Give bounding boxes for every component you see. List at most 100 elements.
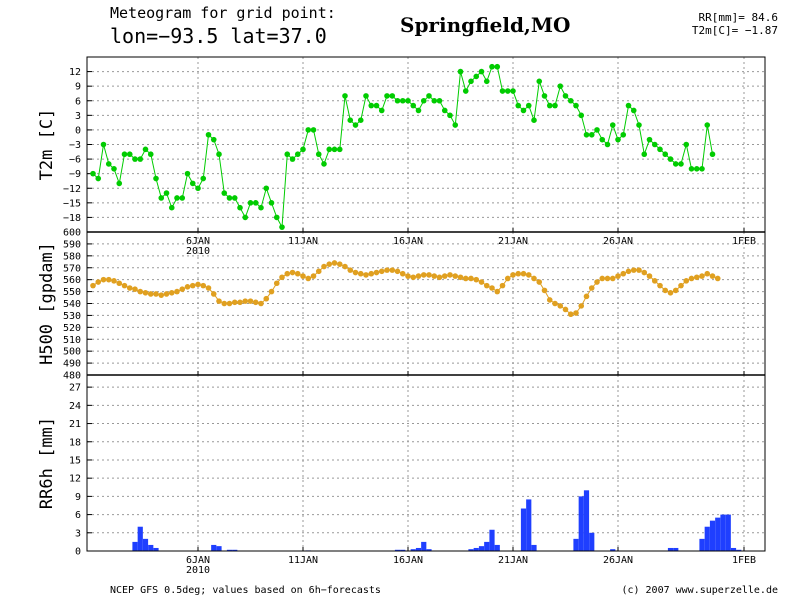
t2m-point bbox=[709, 151, 716, 158]
t2m-point bbox=[168, 204, 175, 211]
y-tick-label: 510 bbox=[63, 335, 81, 346]
y-axis-label: H500 [gpdam] bbox=[37, 242, 57, 365]
h500-point bbox=[625, 268, 632, 275]
t2m-point bbox=[510, 88, 516, 94]
y-tick-label: 560 bbox=[63, 275, 81, 286]
rr-bar bbox=[468, 549, 474, 551]
h500-point bbox=[284, 270, 291, 277]
rr-bar bbox=[489, 529, 495, 551]
rr-bar bbox=[673, 547, 679, 551]
t2m-point bbox=[678, 161, 684, 167]
t2m-point bbox=[195, 185, 201, 192]
y-tick-label: 3 bbox=[75, 111, 81, 122]
h500-point bbox=[567, 311, 574, 318]
t2m-point bbox=[646, 136, 653, 143]
rr-bar bbox=[610, 549, 616, 551]
t2m-point bbox=[394, 97, 401, 104]
t2m-point bbox=[326, 146, 333, 153]
h500-point bbox=[347, 267, 354, 273]
h500-point bbox=[630, 267, 637, 273]
t2m-point bbox=[410, 102, 417, 109]
h500-point bbox=[462, 275, 469, 282]
h500-point bbox=[441, 273, 448, 279]
h500-point bbox=[588, 285, 595, 291]
t2m-value: T2m[C]= −1.87 bbox=[691, 24, 778, 37]
t2m-point bbox=[268, 200, 275, 206]
t2m-point bbox=[321, 161, 327, 167]
rr-bar bbox=[699, 538, 705, 551]
y-tick-label: 3 bbox=[75, 528, 81, 539]
t2m-point bbox=[562, 93, 569, 99]
t2m-point bbox=[567, 97, 574, 104]
t2m-point bbox=[90, 170, 96, 177]
h500-point bbox=[405, 273, 411, 279]
t2m-point bbox=[651, 141, 658, 148]
y-tick-label: 18 bbox=[69, 437, 81, 448]
t2m-point bbox=[405, 97, 411, 104]
h500-point bbox=[452, 273, 459, 279]
x-tick-label: 11JAN bbox=[288, 236, 318, 247]
h500-point bbox=[578, 303, 585, 309]
h500-point bbox=[300, 273, 306, 279]
x-tick-label: 16JAN bbox=[393, 555, 423, 566]
y-tick-label: 540 bbox=[63, 299, 81, 310]
rr-bar bbox=[148, 544, 154, 551]
h500-point bbox=[714, 275, 721, 282]
t2m-point bbox=[310, 127, 317, 133]
h500-point bbox=[536, 279, 543, 285]
t2m-point bbox=[294, 151, 301, 158]
t2m-point bbox=[116, 180, 123, 187]
rr-bar bbox=[400, 549, 406, 551]
y-tick-label: 27 bbox=[69, 383, 81, 394]
t2m-point bbox=[641, 151, 648, 158]
t2m-point bbox=[347, 117, 354, 123]
h500-point bbox=[242, 298, 249, 304]
rr-bar bbox=[394, 549, 401, 551]
t2m-point bbox=[420, 97, 427, 104]
t2m-point bbox=[588, 131, 595, 138]
t2m-point bbox=[552, 102, 558, 109]
data-source-note: NCEP GFS 0.5deg; values based on 6h−fore… bbox=[110, 585, 381, 596]
t2m-point bbox=[399, 97, 406, 104]
t2m-point bbox=[630, 107, 637, 114]
t2m-point bbox=[137, 156, 144, 162]
t2m-point bbox=[441, 107, 448, 114]
t2m-point bbox=[205, 131, 212, 138]
t2m-point bbox=[105, 161, 112, 167]
t2m-point bbox=[237, 204, 243, 211]
h500-point bbox=[436, 274, 443, 281]
t2m-point bbox=[153, 175, 159, 182]
h500-point bbox=[636, 267, 642, 273]
h500-point bbox=[562, 306, 569, 313]
h500-point bbox=[163, 291, 170, 297]
h500-point bbox=[336, 261, 343, 267]
rr-bar bbox=[531, 544, 537, 551]
h500-point bbox=[389, 267, 396, 273]
t2m-point bbox=[615, 136, 621, 143]
h500-point bbox=[546, 297, 553, 303]
y-tick-label: 490 bbox=[63, 359, 81, 370]
h500-point bbox=[683, 278, 690, 284]
h500-point bbox=[693, 274, 700, 281]
h500-point bbox=[704, 270, 711, 277]
t2m-point bbox=[609, 122, 616, 128]
y-tick-label: 530 bbox=[63, 311, 81, 322]
t2m-point bbox=[121, 151, 128, 158]
h500-point bbox=[678, 282, 684, 289]
t2m-point bbox=[531, 117, 537, 123]
x-tick-label: 26JAN bbox=[603, 555, 633, 566]
h500-point bbox=[210, 291, 217, 297]
h500-point bbox=[331, 260, 338, 266]
t2m-point bbox=[279, 224, 285, 230]
t2m-point bbox=[231, 195, 238, 201]
h500-point bbox=[168, 289, 175, 296]
h500-point bbox=[494, 288, 501, 295]
h500-point bbox=[315, 268, 322, 275]
rr-bar bbox=[484, 541, 490, 551]
h500-point bbox=[111, 278, 117, 284]
t2m-point bbox=[499, 88, 506, 94]
h500-point bbox=[489, 285, 495, 291]
h500-point bbox=[415, 273, 422, 279]
